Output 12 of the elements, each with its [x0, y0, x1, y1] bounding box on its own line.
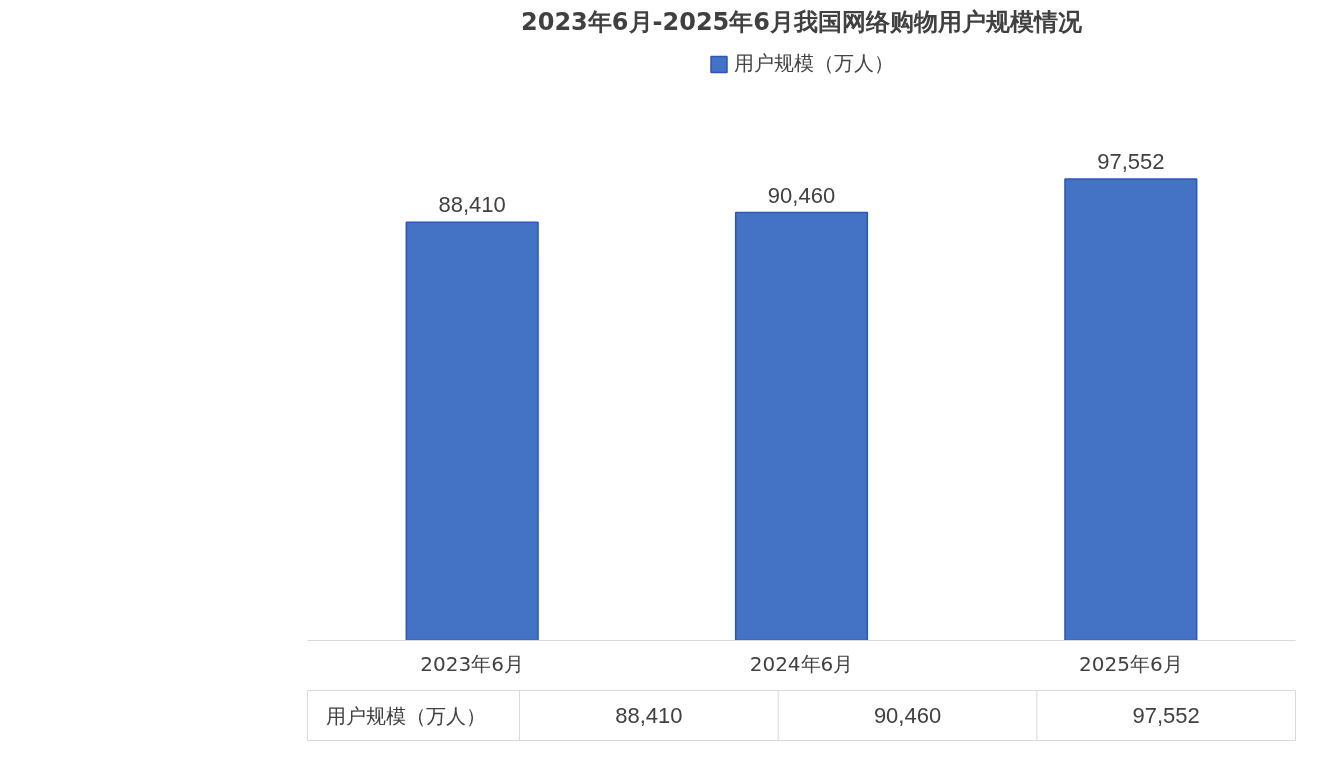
- text: 97,552: [1132, 703, 1200, 728]
- legend-label: 用户规模（万人）: [733, 50, 894, 77]
- data-label: 97,552: [1097, 148, 1165, 174]
- data-label: 88,410: [438, 192, 506, 218]
- x-tick-label: 2024年6月: [749, 651, 854, 676]
- text: 88,410: [615, 703, 683, 728]
- text: 90,460: [873, 703, 942, 728]
- x-tick-label: 2023年6月: [420, 651, 524, 676]
- chart-title: 2023年6月-2025年6月我国网络购物用户规模情况: [521, 7, 1083, 36]
- data-label: 90,460: [767, 182, 836, 208]
- text: 用户规模（万人）: [325, 704, 486, 727]
- x-tick-label: 2025年6月: [1079, 651, 1183, 676]
